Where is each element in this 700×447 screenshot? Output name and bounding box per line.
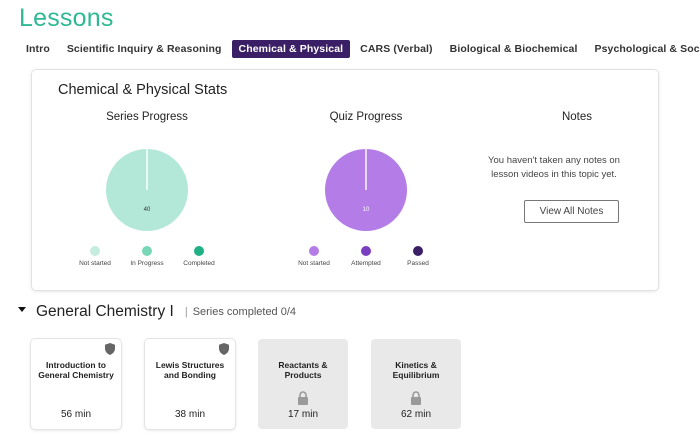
legend-item-completed: Completed xyxy=(173,246,225,267)
series-completion-status: Series completed 0/4 xyxy=(192,306,297,318)
lesson-title: Lewis Structures and Bonding xyxy=(155,360,225,380)
legend-item-attempted: Attempted xyxy=(340,246,392,267)
tab-intro[interactable]: Intro xyxy=(26,43,50,55)
series-header: General Chemistry I | Series completed 0… xyxy=(18,302,296,322)
lesson-card-introduction-general-chemistry[interactable]: Introduction to General Chemistry 56 min xyxy=(31,339,121,429)
lesson-card-lewis-structures[interactable]: Lewis Structures and Bonding 38 min xyxy=(145,339,235,429)
legend-dot xyxy=(361,246,371,256)
legend-label: Attempted xyxy=(351,260,381,267)
stats-title: Chemical & Physical Stats xyxy=(58,82,228,98)
quiz-progress-pie: 10 xyxy=(325,149,407,231)
lesson-duration: 62 min xyxy=(400,409,431,420)
page-title: Lessons xyxy=(19,4,114,32)
legend-label: Passed xyxy=(407,260,429,267)
legend-dot xyxy=(413,246,423,256)
lesson-card-reactants-products[interactable]: Reactants & Products 17 min xyxy=(258,339,348,429)
lesson-title: Kinetics & Equilibrium xyxy=(392,360,440,380)
shield-icon xyxy=(219,343,229,355)
legend-item-not-started: Not started xyxy=(288,246,340,267)
legend-label: In Progress xyxy=(130,260,164,267)
legend-label: Not started xyxy=(79,260,111,267)
lock-icon xyxy=(298,391,308,405)
tab-scientific-inquiry[interactable]: Scientific Inquiry & Reasoning xyxy=(66,43,222,55)
lesson-duration: 17 min xyxy=(287,409,318,420)
lesson-title: Introduction to General Chemistry xyxy=(38,360,114,380)
series-title: General Chemistry I xyxy=(36,303,174,320)
series-progress-legend: Not started In Progress Completed xyxy=(69,246,225,267)
tab-chemical-physical[interactable]: Chemical & Physical xyxy=(231,40,351,58)
lock-icon xyxy=(411,391,421,405)
legend-dot xyxy=(194,246,204,256)
tab-psychological-social[interactable]: Psychological & Social xyxy=(594,43,700,55)
notes-empty-message: You haven't taken any notes on lesson vi… xyxy=(488,155,620,180)
legend-item-in-progress: In Progress xyxy=(121,246,173,267)
view-all-notes-button[interactable]: View All Notes xyxy=(524,200,619,223)
shield-icon xyxy=(105,343,115,355)
series-pie-data-label: 40 xyxy=(144,207,151,213)
notes-title: Notes xyxy=(561,111,593,123)
topic-tabs: Intro Scientific Inquiry & Reasoning Che… xyxy=(20,39,700,59)
series-separator: | xyxy=(184,306,188,318)
lesson-duration: 56 min xyxy=(60,409,91,420)
lesson-duration: 38 min xyxy=(174,409,205,420)
legend-label: Completed xyxy=(183,260,215,267)
legend-item-not-started: Not started xyxy=(69,246,121,267)
legend-dot xyxy=(90,246,100,256)
legend-dot xyxy=(142,246,152,256)
quiz-progress-legend: Not started Attempted Passed xyxy=(288,246,444,267)
tab-cars-verbal[interactable]: CARS (Verbal) xyxy=(360,43,433,55)
tab-biological-biochemical[interactable]: Biological & Biochemical xyxy=(449,43,578,55)
lesson-title: Reactants & Products xyxy=(278,360,328,380)
collapse-caret-icon[interactable] xyxy=(18,306,26,312)
lesson-card-kinetics-equilibrium[interactable]: Kinetics & Equilibrium 62 min xyxy=(371,339,461,429)
legend-item-passed: Passed xyxy=(392,246,444,267)
legend-dot xyxy=(309,246,319,256)
quiz-progress-title: Quiz Progress xyxy=(329,111,403,123)
quiz-pie-data-label: 10 xyxy=(363,207,370,213)
stats-card: Chemical & Physical Stats Series Progres… xyxy=(32,70,658,290)
series-progress-title: Series Progress xyxy=(106,111,188,123)
legend-label: Not started xyxy=(298,260,330,267)
series-progress-pie: 40 xyxy=(106,149,188,231)
